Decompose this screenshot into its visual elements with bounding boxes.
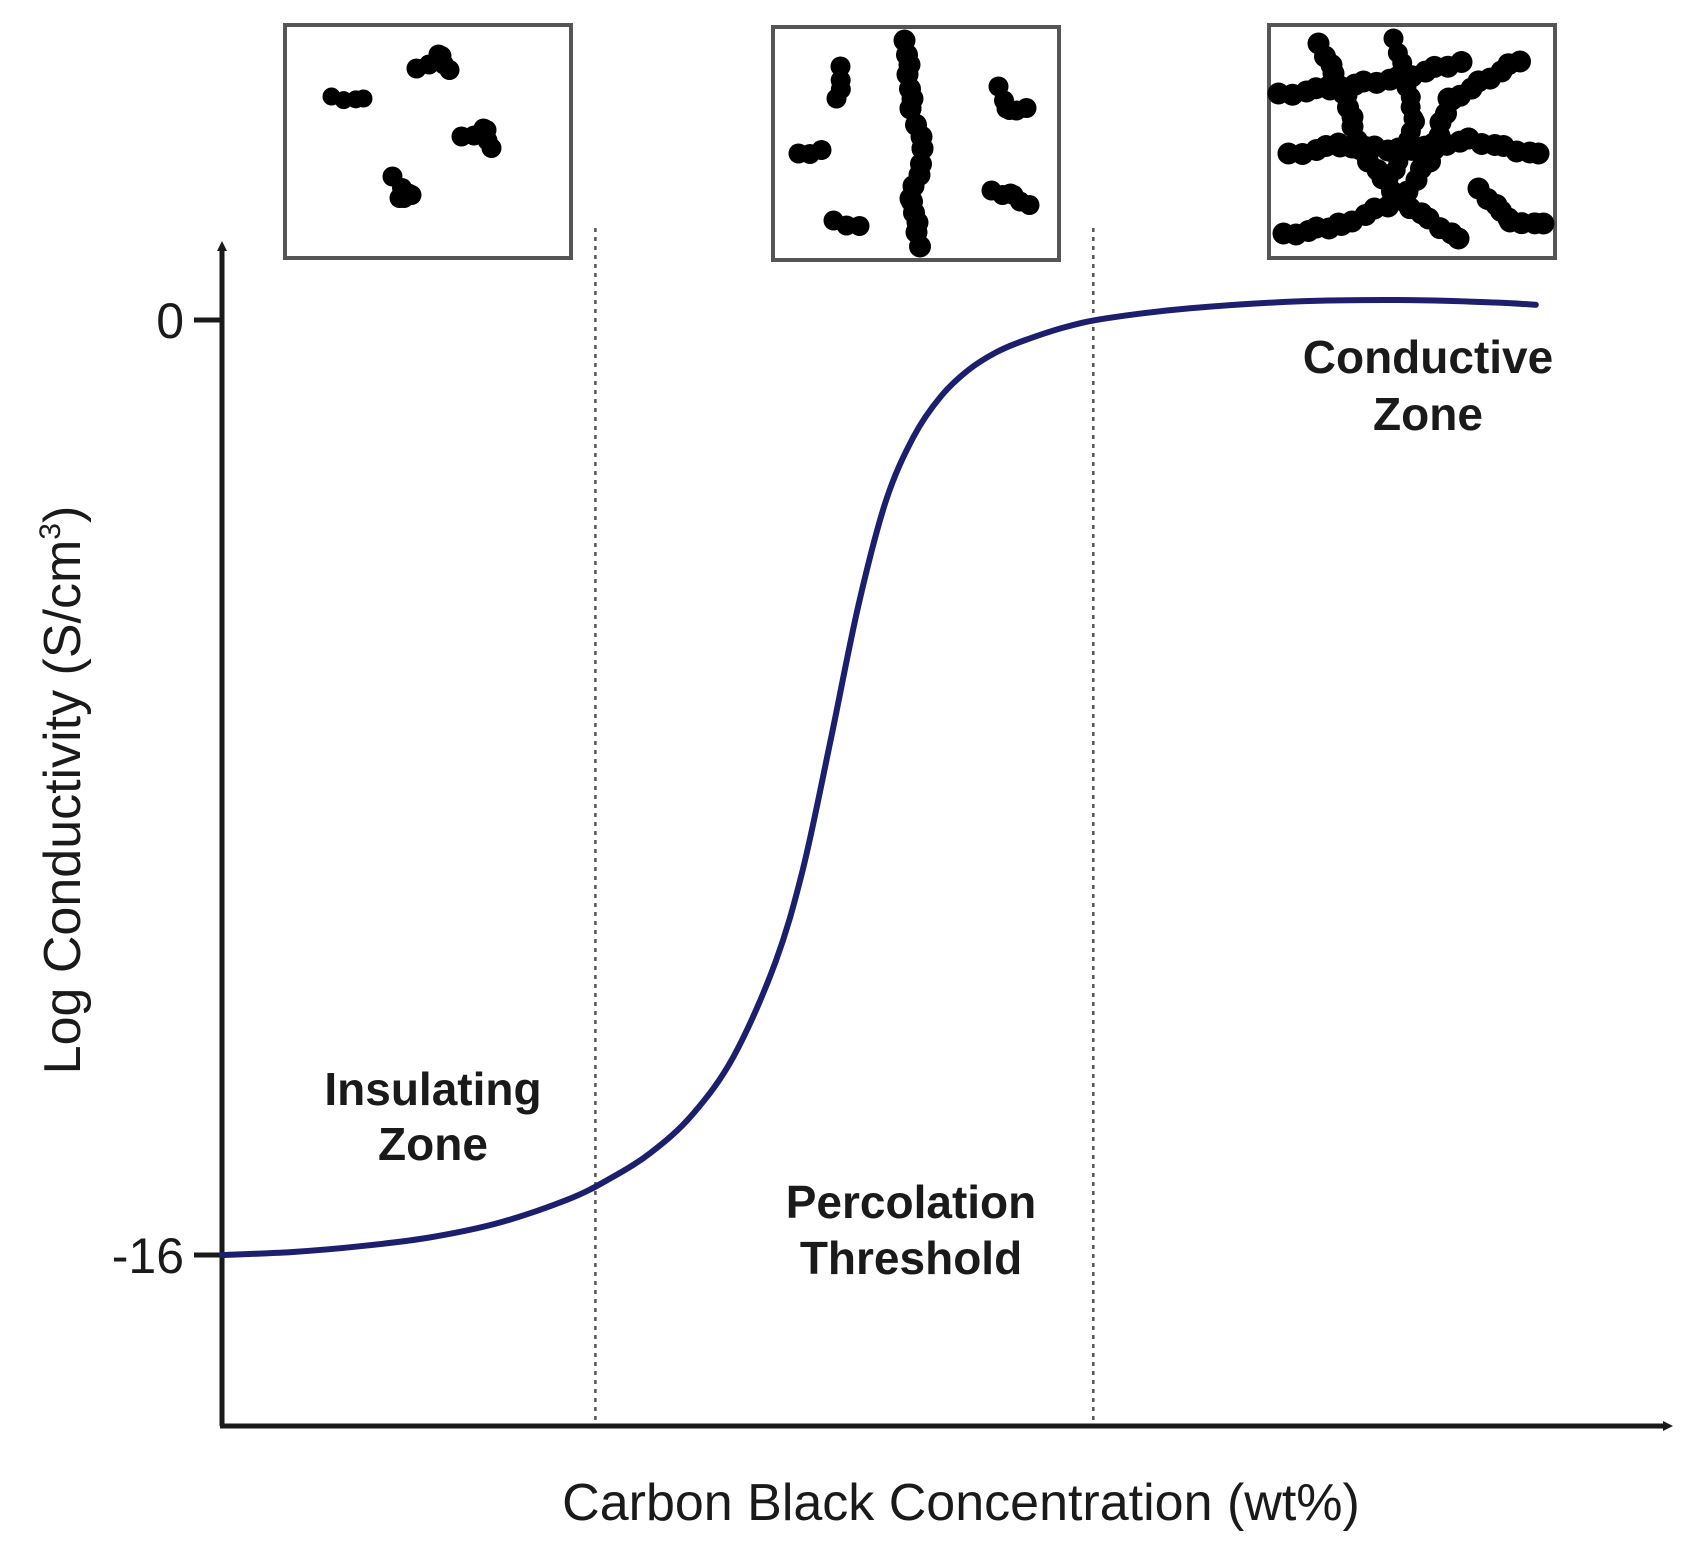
y-tick-label-0: 0 <box>156 293 184 349</box>
particle-network <box>1450 51 1473 73</box>
zone-conductive-line2: Zone <box>1373 388 1483 440</box>
zone-percolation-line2: Threshold <box>800 1232 1022 1284</box>
conductivity-curve <box>219 297 1539 1258</box>
y-axis-title-main: Log Conductivity (S/cm <box>34 540 92 1075</box>
y-axis-title: Log Conductivity (S/cm3) <box>34 506 92 1075</box>
particle-network <box>1527 142 1550 165</box>
particle-network <box>1532 212 1555 235</box>
y-ticks: 0 -16 <box>112 293 222 1284</box>
particle-cluster <box>811 140 832 160</box>
particle-network <box>1509 50 1531 73</box>
particle-cluster <box>481 138 502 158</box>
particle-network <box>1447 227 1470 250</box>
particle-cluster <box>826 88 847 109</box>
particle-cluster <box>439 60 460 80</box>
y-tick-label-1: -16 <box>112 1228 184 1284</box>
particle-cluster <box>389 188 410 208</box>
particle-chain <box>909 235 931 258</box>
particle-cluster <box>1016 98 1037 118</box>
particle-cluster <box>354 89 373 108</box>
particle-cluster <box>1019 195 1040 215</box>
y-axis-title-close: ) <box>34 506 92 523</box>
zone-dividers <box>594 228 1095 1424</box>
particle-cluster <box>849 216 870 236</box>
zone-conductive-line1: Conductive <box>1303 331 1553 383</box>
particle-network <box>1378 168 1399 189</box>
morphology-insets <box>283 23 1557 262</box>
zone-insulating-line1: Insulating <box>324 1063 541 1115</box>
zone-insulating-line2: Zone <box>378 1118 488 1170</box>
y-axis-title-sup: 3 <box>34 523 67 540</box>
zone-percolation-line1: Percolation <box>786 1176 1037 1228</box>
zone-labels: Insulating Zone Percolation Threshold Co… <box>324 331 1553 1284</box>
x-axis-title: Carbon Black Concentration (wt%) <box>562 1474 1360 1532</box>
